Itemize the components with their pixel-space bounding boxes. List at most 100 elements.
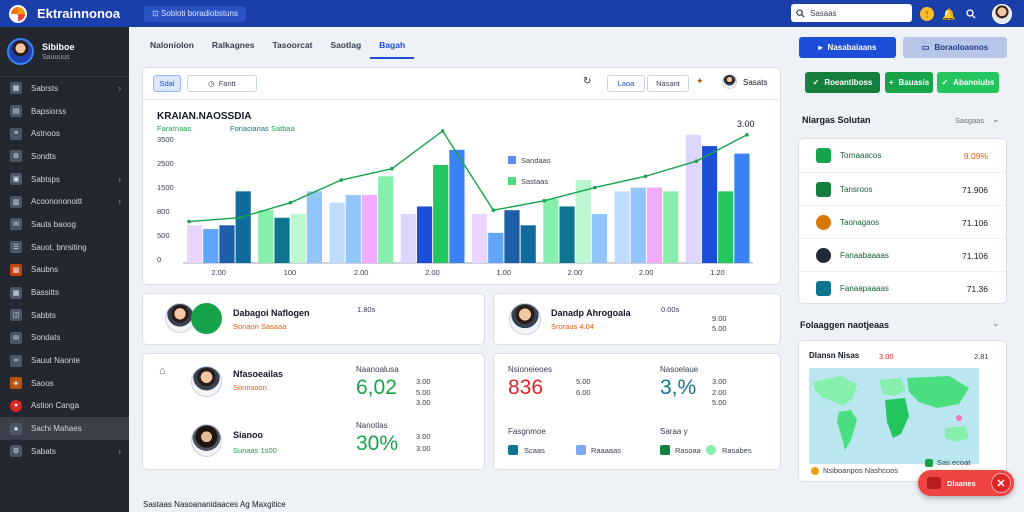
profile-card-1-subtitle: Sonaon Sasaaa	[233, 322, 287, 331]
sidebar-item[interactable]: ● Astion Canga	[0, 395, 129, 418]
chevron-down-icon[interactable]: ⌄	[992, 114, 1000, 124]
bar	[274, 217, 290, 263]
sidebar-item-label: Sabbts	[31, 310, 56, 320]
sidebar-item-label: Sabtsps	[31, 174, 60, 184]
grid-icon: ▦	[10, 82, 22, 95]
user-avatar[interactable]	[992, 4, 1012, 24]
green-action-2-label: Bauasis	[898, 78, 930, 87]
chart-owner-avatar[interactable]	[722, 74, 737, 89]
top-bar: Ektrainnonoa ⊡ Sobloti boradiobstuns Sas…	[0, 0, 1024, 27]
search-icon[interactable]	[964, 7, 978, 21]
secondary-action-button[interactable]: ▭ Boraoloaonos	[903, 37, 1007, 58]
warning-icon[interactable]: !	[920, 7, 934, 21]
close-icon[interactable]: ✕	[991, 473, 1011, 493]
home-icon[interactable]: ⌂	[159, 365, 166, 377]
profile-card-1-name: Dabagoi Naflogen	[233, 308, 310, 318]
map-footer: Nsiboanpos Nashcoos	[823, 466, 899, 475]
bell-icon[interactable]: 🔔	[942, 8, 956, 21]
sidebar-item[interactable]: ▣ Sabtsps ›	[0, 168, 129, 191]
sidebar-item[interactable]: ⚙ Sondts	[0, 145, 129, 168]
tab-2[interactable]: Ralkagnes	[211, 40, 255, 50]
bar	[520, 225, 536, 263]
right-list-row[interactable]: Fanaabaaaas 71.106	[799, 238, 1006, 271]
y-tick-label: 1500	[157, 183, 174, 192]
chart-subtitle-c: Satbaa	[271, 124, 296, 133]
check-icon: ✓	[812, 78, 820, 87]
sidebar-item[interactable]: ▦ Sabrsts ›	[0, 77, 129, 100]
sidebar-item-label: Sabrsts	[31, 83, 59, 93]
right-list-row[interactable]: Tansroos 71.906	[799, 172, 1006, 205]
world-map[interactable]	[809, 368, 979, 464]
right-list-filter[interactable]: Sasgaas	[955, 116, 985, 125]
sidebar-item[interactable]: ☰ Sauot, bnrsiting	[0, 236, 129, 259]
chart-title: KRAIAN.NAOSSDIA	[157, 111, 251, 122]
x-tick-label: 2.00	[425, 268, 440, 277]
calendar-icon: ▦	[10, 286, 22, 299]
chevron-down-icon[interactable]: ⌄	[992, 318, 1000, 328]
trend-point	[643, 174, 648, 179]
chart-export-button[interactable]: Laoa	[607, 75, 645, 92]
bar	[258, 210, 274, 263]
sidebar-item[interactable]: ✉ Sauts baoog	[0, 213, 129, 236]
row-icon	[816, 215, 831, 230]
chart-compare-button[interactable]: Nasant	[647, 75, 689, 92]
sidebar-item[interactable]: ★ Sachi Mahaes	[0, 417, 129, 440]
toast-icon	[927, 477, 941, 489]
right-list-row[interactable]: Fanaapaaaas 71.36	[799, 271, 1006, 304]
search-field[interactable]: Sasaas	[791, 4, 912, 22]
sparkle-icon[interactable]: ✦	[696, 76, 704, 86]
chart-filter-button[interactable]: Sdal	[153, 75, 181, 92]
profile-card-1[interactable]: Dabagoi Naflogen Sonaon Sasaaa 1.80s	[142, 293, 485, 345]
bar	[630, 187, 646, 263]
search-placeholder: Sasaas	[810, 8, 837, 18]
breadcrumb[interactable]: ⊡ Sobloti boradiobstuns	[144, 5, 246, 22]
x-tick-label: 2.00	[354, 268, 369, 277]
bar	[416, 206, 433, 263]
sidebar-item[interactable]: ✉ Sondats	[0, 327, 129, 350]
legend-swatch-4	[706, 445, 716, 455]
sidebar-item[interactable]: ◫ Sabbts	[0, 304, 129, 327]
green-action-2-button[interactable]: + Bauasis	[885, 72, 933, 93]
map-tag-icon	[925, 459, 933, 467]
app-logo-icon[interactable]	[9, 4, 27, 23]
sidebar-item[interactable]: ▦ Bassitts	[0, 281, 129, 304]
sidebar-item[interactable]: ▩ Saubns	[0, 259, 129, 282]
tab-3[interactable]: Tasoorcat	[272, 40, 313, 50]
refresh-icon[interactable]: ↻	[583, 76, 592, 87]
profile-card-2-subtitle: Sroraus 4.04	[551, 322, 594, 331]
bar	[685, 134, 701, 263]
sidebar-item[interactable]: ⚙ Sabats ›	[0, 440, 129, 463]
chart-subtitle-b: Fonacianas	[230, 124, 269, 133]
kpi-1-value: 6,02	[356, 376, 397, 399]
kpi-2-title: Nanotlas	[356, 421, 388, 430]
bar	[663, 191, 679, 263]
row-value: 9.09%	[963, 151, 988, 161]
sidebar-item-label: Acoonononoitt	[31, 197, 83, 207]
profile-card-2-value-2: 9.00	[712, 314, 727, 323]
sidebar-item[interactable]: ◈ Saoos	[0, 372, 129, 395]
green-action-3-button[interactable]: ✓ Abanoiubs	[937, 72, 999, 93]
sidebar-item[interactable]: ∞ Sauut Naonte	[0, 349, 129, 372]
right-list-row[interactable]: Tornaaacos 9.09%	[799, 139, 1006, 172]
bar	[203, 229, 219, 263]
tab-5[interactable]: Bagah	[370, 36, 415, 59]
profile-card-2[interactable]: Danadp Ahrogoala Sroraus 4.04 0.00s 9.00…	[493, 293, 781, 345]
bar	[378, 176, 394, 263]
bar	[701, 146, 718, 263]
primary-action-button[interactable]: ▸ Nasabaiaans	[799, 37, 896, 58]
sidebar-item[interactable]: ▥ Acoonononoitt ›	[0, 190, 129, 213]
sidebar-item[interactable]: ▤ Bapsiorss	[0, 100, 129, 123]
sidebar-profile[interactable]: Sibiboe Sauuuus	[0, 27, 129, 77]
chevron-right-icon: ›	[118, 446, 121, 456]
right-list-row[interactable]: Taonagaos 71.106	[799, 205, 1006, 238]
notification-toast[interactable]: Dlaanes ✕	[918, 470, 1014, 496]
tab-4[interactable]: Saotlag	[330, 40, 362, 50]
sidebar-item[interactable]: ≡ Astnoos	[0, 122, 129, 145]
bar	[591, 213, 608, 263]
chart-period-select[interactable]: ◷ Fantt	[187, 75, 257, 92]
green-action-1-button[interactable]: ✓ Roeantiboss	[805, 72, 880, 93]
doc-icon: ▤	[10, 105, 22, 118]
tab-1[interactable]: Naloniolon	[150, 40, 194, 50]
trend-point	[745, 132, 749, 137]
kpi-3-stat-1: 5.00	[576, 377, 591, 386]
